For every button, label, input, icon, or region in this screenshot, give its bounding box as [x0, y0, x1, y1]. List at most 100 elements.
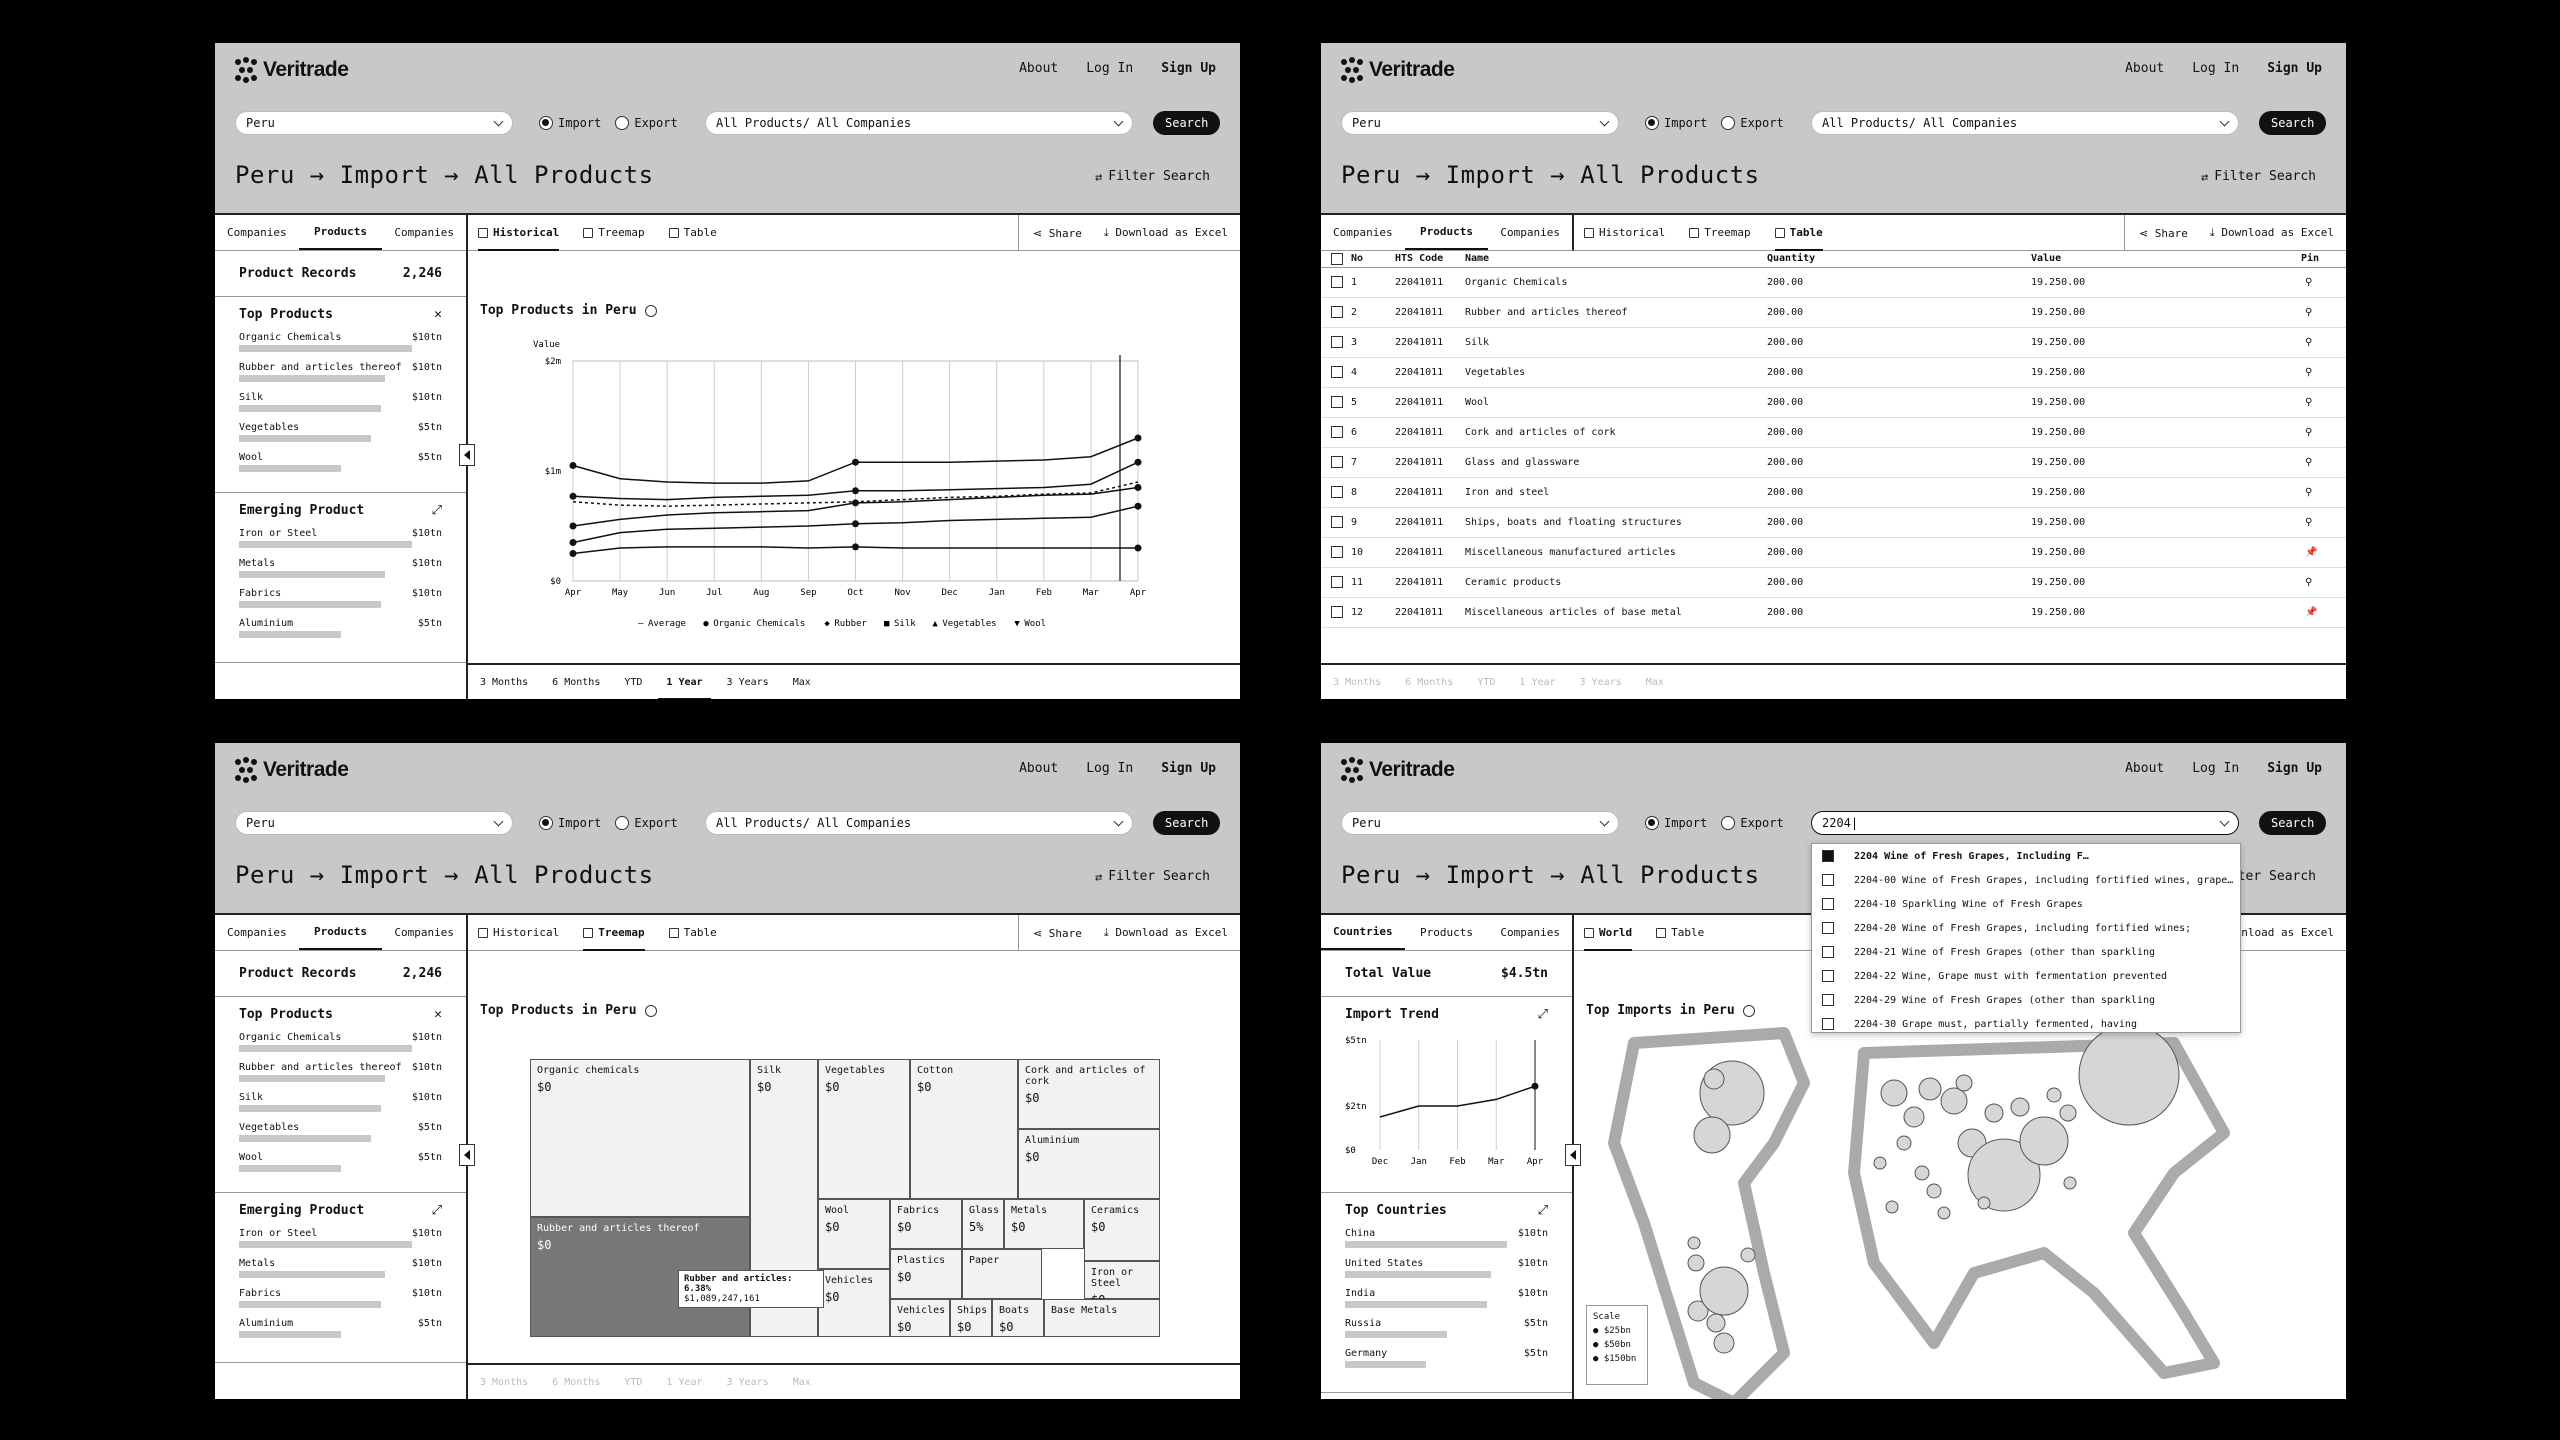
country-bubble[interactable]	[1703, 1068, 1725, 1090]
range-option[interactable]: YTD	[1477, 676, 1496, 688]
series-point[interactable]	[852, 499, 859, 507]
range-option[interactable]: 1 Year	[1519, 676, 1556, 688]
export-radio[interactable]: Export	[1721, 116, 1784, 130]
country-bubble[interactable]	[1937, 1206, 1951, 1220]
close-icon[interactable]: ✕	[434, 1007, 442, 1022]
option-checkbox[interactable]	[1822, 922, 1834, 934]
import-radio[interactable]: Import	[1645, 116, 1707, 130]
list-item[interactable]: Metals $10tn	[239, 1256, 442, 1286]
treemap-cell[interactable]: Fabrics $0	[890, 1199, 962, 1249]
info-icon[interactable]	[644, 1004, 657, 1017]
series-point[interactable]	[569, 539, 577, 546]
download-button[interactable]: ⤓ Download as Excel	[1104, 226, 1228, 240]
series-point[interactable]	[569, 492, 577, 500]
tab-companies[interactable]: Companies	[1333, 226, 1393, 239]
country-bubble[interactable]	[1880, 1079, 1908, 1107]
treemap-cell[interactable]: Vehicles $0	[890, 1299, 950, 1337]
treemap-cell[interactable]: Glass 5%	[962, 1199, 1004, 1249]
country-bubble[interactable]	[1984, 1103, 2004, 1123]
country-bubble[interactable]	[1918, 1077, 1942, 1101]
pin-icon[interactable]: 📌	[2291, 597, 2346, 628]
treemap-cell[interactable]: Metals $0	[1004, 1199, 1084, 1249]
treemap-cell[interactable]: Vehicles $0	[818, 1269, 890, 1337]
filter-search-button[interactable]: ⇄ Filter Search	[2201, 169, 2316, 184]
country-bubble[interactable]	[1885, 1200, 1899, 1214]
search-button[interactable]: Search	[2259, 811, 2327, 835]
row-checkbox[interactable]	[1331, 306, 1343, 318]
about-link[interactable]: About	[2125, 61, 2165, 76]
dropdown-option[interactable]: 2204-00 Wine of Fresh Grapes, including …	[1812, 868, 2240, 892]
list-item[interactable]: Silk $10tn	[239, 390, 442, 420]
import-radio[interactable]: Import	[539, 116, 601, 130]
list-item[interactable]: Vegetables $5tn	[239, 1120, 442, 1150]
about-link[interactable]: About	[2125, 761, 2165, 776]
range-option[interactable]: 3 Years	[1579, 676, 1622, 688]
country-bubble[interactable]	[2010, 1097, 2030, 1117]
country-bubble[interactable]	[2046, 1087, 2062, 1103]
login-link[interactable]: Log In	[2192, 761, 2240, 776]
list-item[interactable]: Organic Chemicals $10tn	[239, 1030, 442, 1060]
pin-icon[interactable]: ⚲	[2291, 567, 2346, 598]
country-bubble[interactable]	[1967, 1138, 2041, 1212]
treemap-cell[interactable]: Aluminium $0	[1018, 1129, 1160, 1199]
country-bubble[interactable]	[1706, 1313, 1726, 1333]
login-link[interactable]: Log In	[2192, 61, 2240, 76]
treemap-cell[interactable]: Ceramics $0	[1084, 1199, 1160, 1261]
trend-point[interactable]	[1531, 1082, 1539, 1090]
range-option[interactable]: Max	[792, 1376, 811, 1388]
pin-icon[interactable]: ⚲	[2291, 297, 2346, 328]
dropdown-option[interactable]: 2204-20 Wine of Fresh Grapes, including …	[1812, 916, 2240, 940]
country-bubble[interactable]	[1873, 1156, 1887, 1170]
treemap-cell[interactable]: Plastics $0	[890, 1249, 962, 1299]
series-point[interactable]	[1134, 502, 1142, 510]
list-item[interactable]: China $10tn	[1345, 1226, 1548, 1256]
tab-treemap[interactable]: Treemap	[1689, 215, 1751, 251]
series-point[interactable]	[569, 522, 577, 530]
option-checkbox[interactable]	[1822, 898, 1834, 910]
table-row[interactable]: 3 22041011 Silk 200.00 19.250.00 ⚲	[1321, 327, 2346, 358]
row-checkbox[interactable]	[1331, 366, 1343, 378]
tab-companies-2[interactable]: Companies	[394, 226, 454, 239]
table-row[interactable]: 10 22041011 Miscellaneous manufactured a…	[1321, 537, 2346, 568]
tab-companies-2[interactable]: Companies	[394, 926, 454, 939]
pin-icon[interactable]: ⚲	[2291, 327, 2346, 358]
series-point[interactable]	[1134, 434, 1142, 442]
list-item[interactable]: Metals $10tn	[239, 556, 442, 586]
tab-products[interactable]: Products	[1420, 926, 1473, 939]
row-checkbox[interactable]	[1331, 486, 1343, 498]
treemap-cell[interactable]: Cork and articles of cork $0	[1018, 1059, 1160, 1129]
list-item[interactable]: Fabrics $10tn	[239, 1286, 442, 1316]
pin-icon[interactable]: ⚲	[2291, 357, 2346, 388]
country-bubble[interactable]	[1687, 1300, 1709, 1322]
table-row[interactable]: 12 22041011 Miscellaneous articles of ba…	[1321, 597, 2346, 628]
dropdown-option[interactable]: 2204-21 Wine of Fresh Grapes (other than…	[1812, 940, 2240, 964]
country-bubble[interactable]	[1955, 1074, 1973, 1092]
list-item[interactable]: Russia $5tn	[1345, 1316, 1548, 1346]
series-point[interactable]	[569, 550, 577, 557]
country-bubble[interactable]	[2063, 1176, 2077, 1190]
range-option[interactable]: 6 Months	[1405, 676, 1454, 688]
range-option[interactable]: 3 Months	[480, 676, 529, 688]
country-bubble[interactable]	[1693, 1116, 1731, 1154]
country-bubble[interactable]	[2078, 1024, 2180, 1126]
range-option[interactable]: YTD	[624, 1376, 643, 1388]
expand-icon[interactable]: ⤢	[431, 503, 442, 518]
list-item[interactable]: Organic Chemicals $10tn	[239, 330, 442, 360]
tab-companies[interactable]: Companies	[1500, 926, 1560, 939]
range-option[interactable]: 1 Year	[658, 676, 711, 699]
row-checkbox[interactable]	[1331, 546, 1343, 558]
collapse-panel-button[interactable]	[459, 1144, 475, 1166]
list-item[interactable]: Rubber and articles thereof $10tn	[239, 360, 442, 390]
close-icon[interactable]: ✕	[434, 307, 442, 322]
dropdown-option[interactable]: 2204-10 Sparkling Wine of Fresh Grapes	[1812, 892, 2240, 916]
table-row[interactable]: 6 22041011 Cork and articles of cork 200…	[1321, 417, 2346, 448]
list-item[interactable]: Silk $10tn	[239, 1090, 442, 1120]
range-option[interactable]: 3 Months	[480, 1376, 529, 1388]
pin-icon[interactable]: ⚲	[2291, 387, 2346, 418]
export-radio[interactable]: Export	[615, 116, 678, 130]
treemap-cell[interactable]: Cotton $0	[910, 1059, 1018, 1199]
pin-icon[interactable]: ⚲	[2291, 417, 2346, 448]
option-checkbox[interactable]	[1822, 994, 1834, 1006]
list-item[interactable]: United States $10tn	[1345, 1256, 1548, 1286]
filter-search-button[interactable]: ⇄ Filter Search	[1095, 169, 1210, 184]
